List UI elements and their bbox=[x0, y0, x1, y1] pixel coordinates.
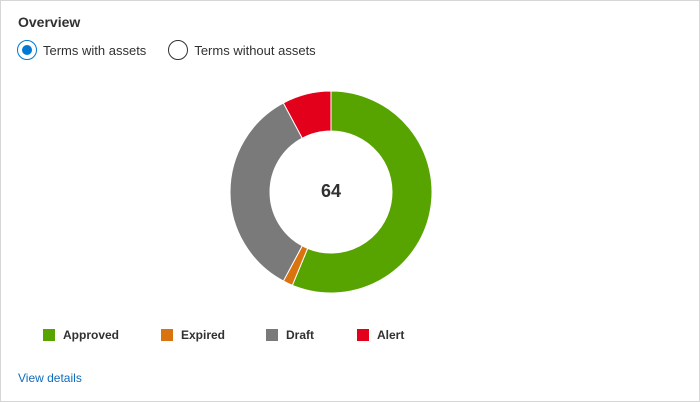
asset-filter-radio-group: Terms with assets Terms without assets bbox=[17, 40, 338, 60]
radio-terms-with-assets[interactable]: Terms with assets bbox=[17, 40, 146, 60]
legend-item-expired: Expired bbox=[161, 328, 266, 342]
legend-label: Alert bbox=[377, 328, 405, 342]
legend-label: Approved bbox=[63, 328, 120, 342]
legend-swatch bbox=[161, 329, 173, 341]
donut-slice-draft[interactable] bbox=[230, 102, 303, 282]
legend-swatch bbox=[43, 329, 55, 341]
radio-label: Terms without assets bbox=[194, 42, 316, 58]
donut-center-total: 64 bbox=[320, 181, 342, 201]
radio-selected-icon bbox=[17, 40, 37, 60]
card-title: Overview bbox=[18, 14, 81, 30]
legend-swatch bbox=[357, 329, 369, 341]
terms-donut-chart bbox=[230, 91, 432, 293]
radio-unselected-icon bbox=[168, 40, 189, 60]
donut-slice-approved[interactable] bbox=[291, 91, 432, 293]
donut-slice-alert[interactable] bbox=[282, 91, 332, 139]
view-details-link[interactable]: View details bbox=[18, 371, 82, 385]
chart-legend: Approved Expired Draft Alert bbox=[43, 328, 437, 342]
legend-item-alert: Alert bbox=[357, 328, 437, 342]
legend-label: Draft bbox=[286, 328, 315, 342]
legend-label: Expired bbox=[181, 328, 226, 342]
radio-terms-without-assets[interactable]: Terms without assets bbox=[168, 40, 316, 60]
radio-label: Terms with assets bbox=[43, 42, 147, 58]
legend-item-draft: Draft bbox=[266, 328, 357, 342]
legend-swatch bbox=[266, 329, 278, 341]
legend-item-approved: Approved bbox=[43, 328, 161, 342]
